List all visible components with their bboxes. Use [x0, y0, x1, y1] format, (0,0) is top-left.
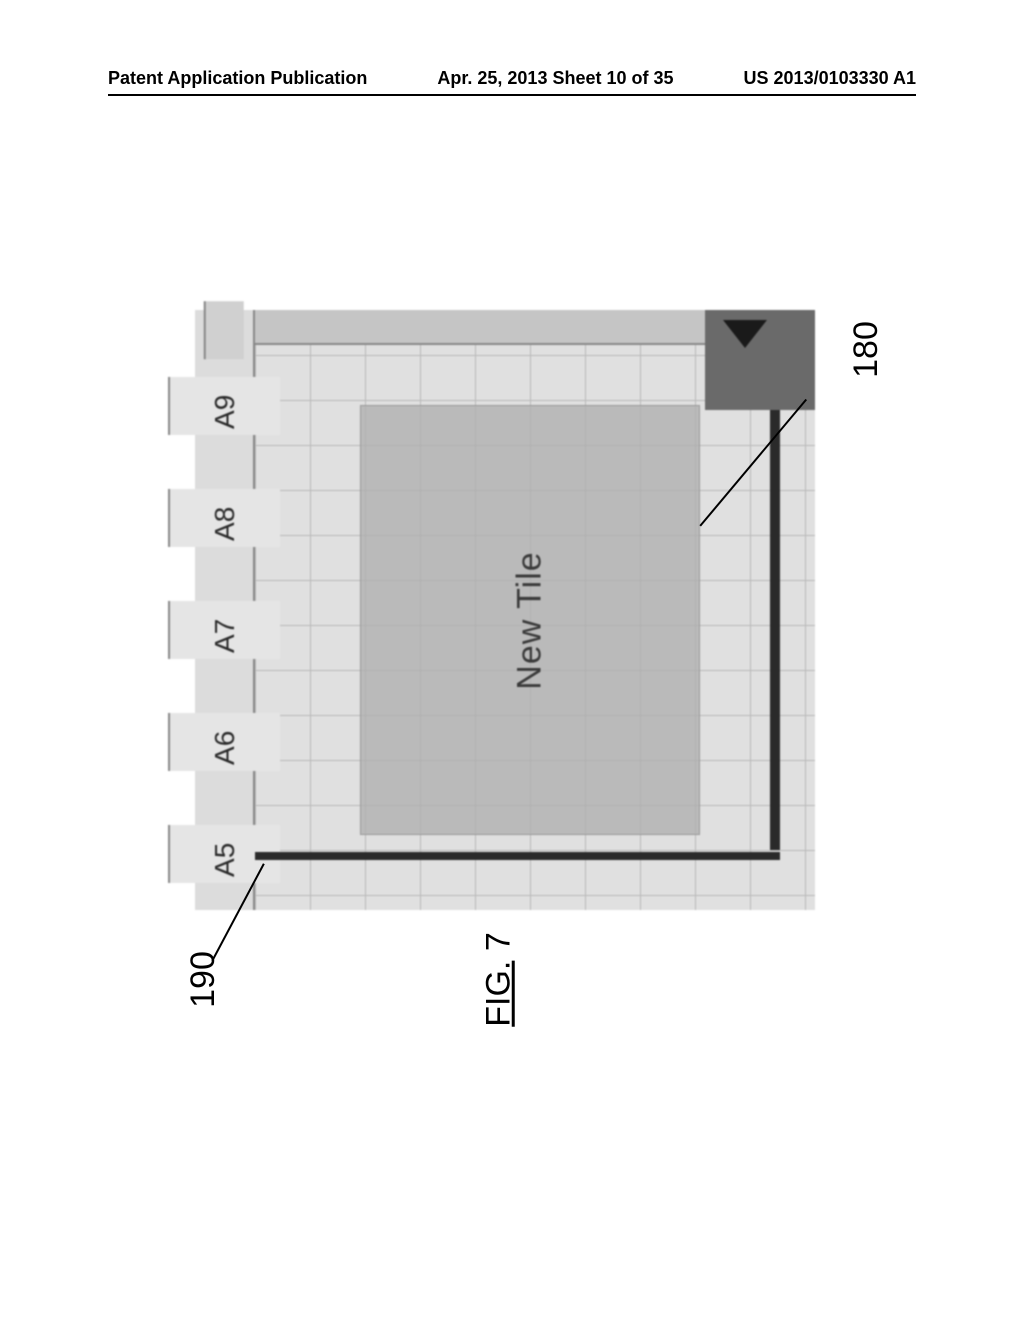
row-label: A8: [168, 489, 280, 547]
row-label: [204, 301, 244, 359]
dropdown-triangle-icon: [723, 320, 767, 348]
row-label: A7: [168, 601, 280, 659]
horizontal-divider-bar: [255, 852, 780, 860]
figure-label-number: 7: [480, 932, 518, 951]
screenshot-region: A9 A8 A7 A6 A5 New Tile: [195, 310, 815, 910]
new-tile-overlay[interactable]: New Tile: [360, 405, 700, 835]
figure-label: FIG. 7: [480, 932, 519, 1026]
row-label: A6: [168, 713, 280, 771]
row-label: A9: [168, 377, 280, 435]
row-labels-column: A9 A8 A7 A6 A5: [195, 310, 255, 910]
vertical-divider-bar: [770, 345, 780, 850]
header-center: Apr. 25, 2013 Sheet 10 of 35: [437, 68, 673, 89]
header-rule: [108, 94, 916, 96]
patent-header: Patent Application Publication Apr. 25, …: [108, 68, 916, 89]
figure-7: A9 A8 A7 A6 A5 New Tile: [195, 310, 815, 910]
reference-numeral-190: 190: [184, 951, 223, 1008]
new-tile-label: New Tile: [511, 551, 550, 689]
figure-label-prefix: FIG.: [480, 961, 518, 1027]
header-right: US 2013/0103330 A1: [744, 68, 916, 89]
header-left: Patent Application Publication: [108, 68, 367, 89]
reference-numeral-180: 180: [847, 321, 886, 378]
